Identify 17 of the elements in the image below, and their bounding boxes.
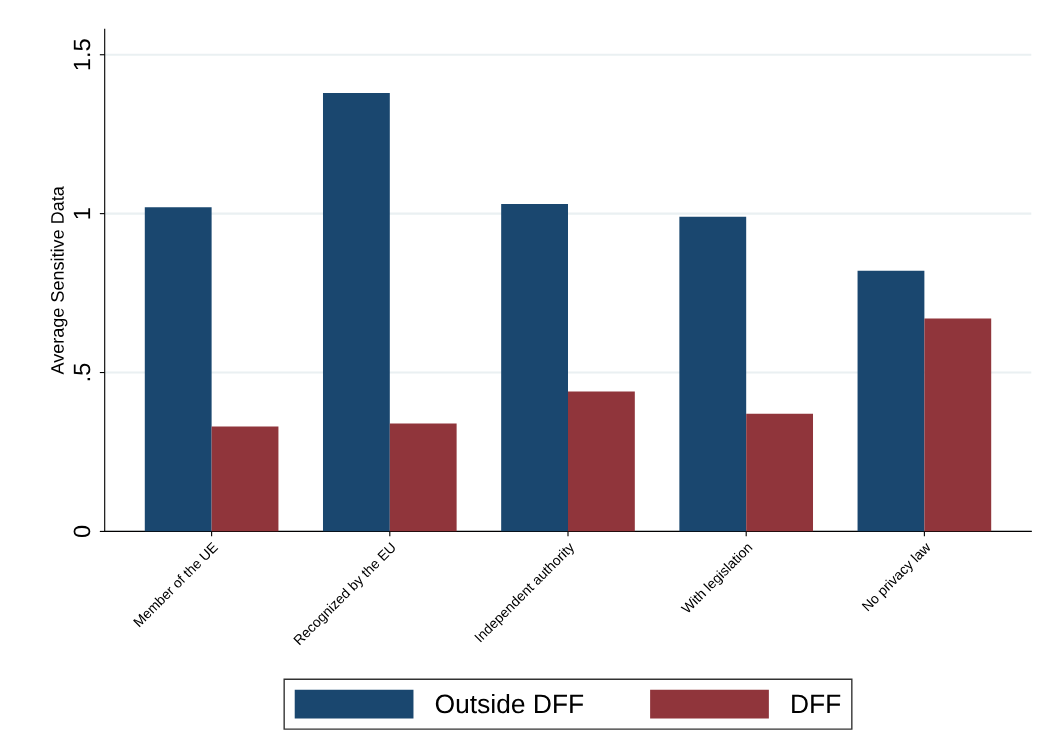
legend-label: DFF — [792, 694, 841, 714]
y-axis-title: Average Sensitive Data — [50, 186, 68, 375]
y-tick-label: 1.5 — [73, 39, 91, 70]
bar — [211, 426, 279, 532]
bar — [679, 216, 747, 532]
legend-label: Outside DFF — [435, 693, 584, 714]
bar — [857, 270, 925, 532]
bar — [322, 92, 390, 532]
bar — [501, 204, 568, 532]
y-tick-label: 0 — [73, 525, 91, 538]
y-tick-label: 1 — [73, 208, 91, 219]
bar — [389, 423, 457, 532]
bar — [568, 391, 635, 532]
bar — [144, 207, 212, 532]
bar — [924, 318, 992, 532]
y-tick-label: .5 — [73, 363, 91, 381]
bar — [746, 413, 814, 532]
